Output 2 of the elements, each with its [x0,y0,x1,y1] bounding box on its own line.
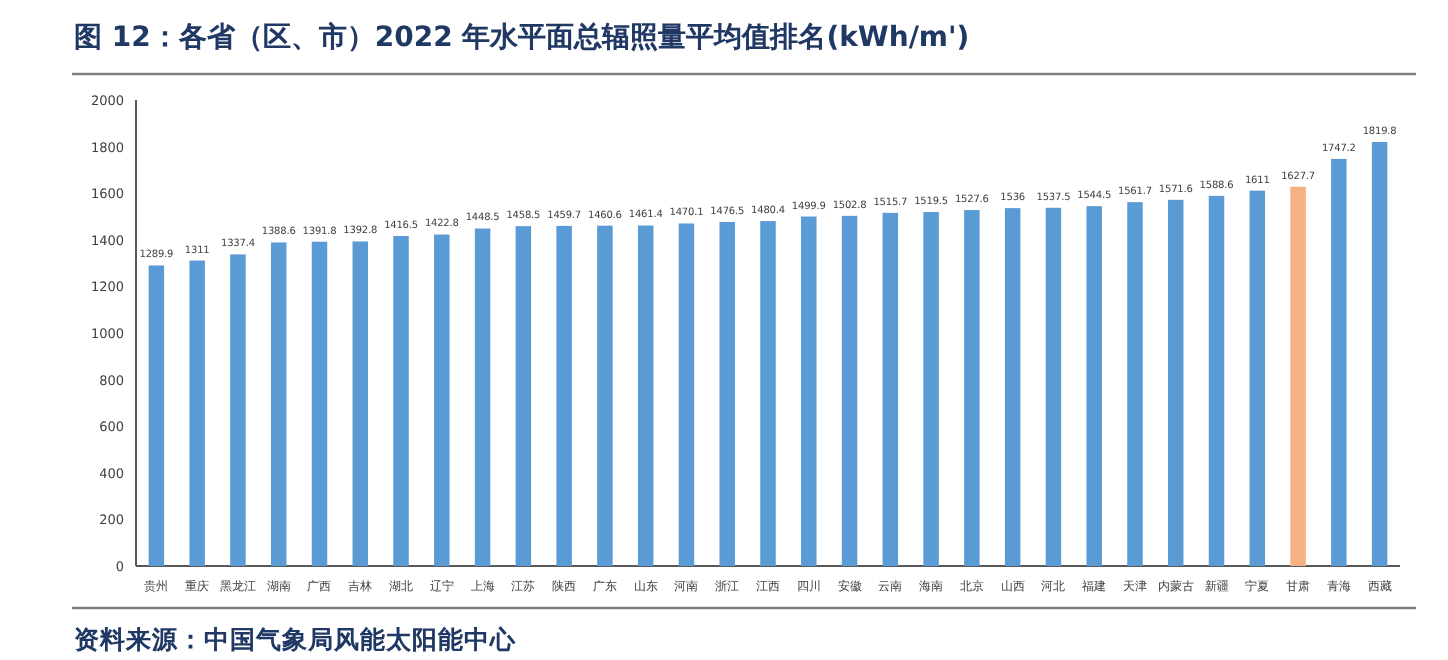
annotation: 资料来源：中国气象局风能太阳能中心 [74,624,516,654]
title: 图 12：各省（区、市）2022 年水平面总辐照量平均值排名(kWh/m') [74,22,970,54]
